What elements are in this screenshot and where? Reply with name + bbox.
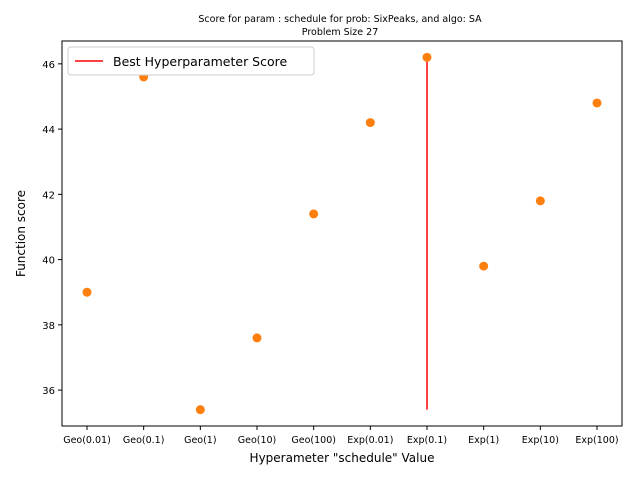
x-axis-label: Hyperameter "schedule" Value	[250, 451, 435, 465]
y-tick-label: 42	[42, 190, 55, 201]
y-tick-label: 38	[42, 321, 55, 332]
chart-title: Score for param : schedule for prob: Six…	[198, 14, 482, 25]
x-tick-label: Exp(1)	[468, 435, 499, 446]
data-point	[365, 118, 375, 128]
x-tick-label: Exp(100)	[575, 435, 618, 446]
plot-area: 36 38 40 42 44 46 Geo(0.01) Geo(0.1) Geo(1) Geo(1…	[42, 52, 619, 446]
legend-label: Best Hyperparameter Score	[113, 54, 287, 69]
x-tick-label: Geo(0.1)	[123, 435, 165, 446]
axes-frame	[61, 40, 623, 427]
y-tick-label: 46	[42, 60, 55, 71]
data-point	[82, 287, 92, 297]
data-point	[592, 98, 602, 108]
y-axis-label: Function score	[14, 190, 28, 277]
data-point	[309, 209, 319, 219]
x-tick-label: Exp(0.01)	[347, 435, 393, 446]
x-tick-label: Geo(1)	[184, 435, 216, 446]
x-tick-label: Exp(10)	[522, 435, 559, 446]
x-tick-label: Geo(100)	[291, 435, 336, 446]
data-point	[195, 405, 205, 415]
x-tick-label: Exp(0.1)	[407, 435, 447, 446]
y-tick-label: 40	[42, 256, 55, 267]
x-tick-label: Geo(0.01)	[63, 435, 111, 446]
x-tick-label: Geo(10)	[238, 435, 277, 446]
chart-subtitle: Problem Size 27	[302, 27, 378, 38]
data-point	[479, 261, 489, 271]
y-tick-label: 36	[42, 386, 55, 397]
y-tick-label: 44	[42, 125, 55, 136]
legend-box	[67, 46, 315, 76]
legend: Best Hyperparameter Score	[67, 46, 315, 76]
data-point	[535, 196, 545, 206]
data-point	[422, 52, 432, 62]
data-point	[252, 333, 262, 343]
